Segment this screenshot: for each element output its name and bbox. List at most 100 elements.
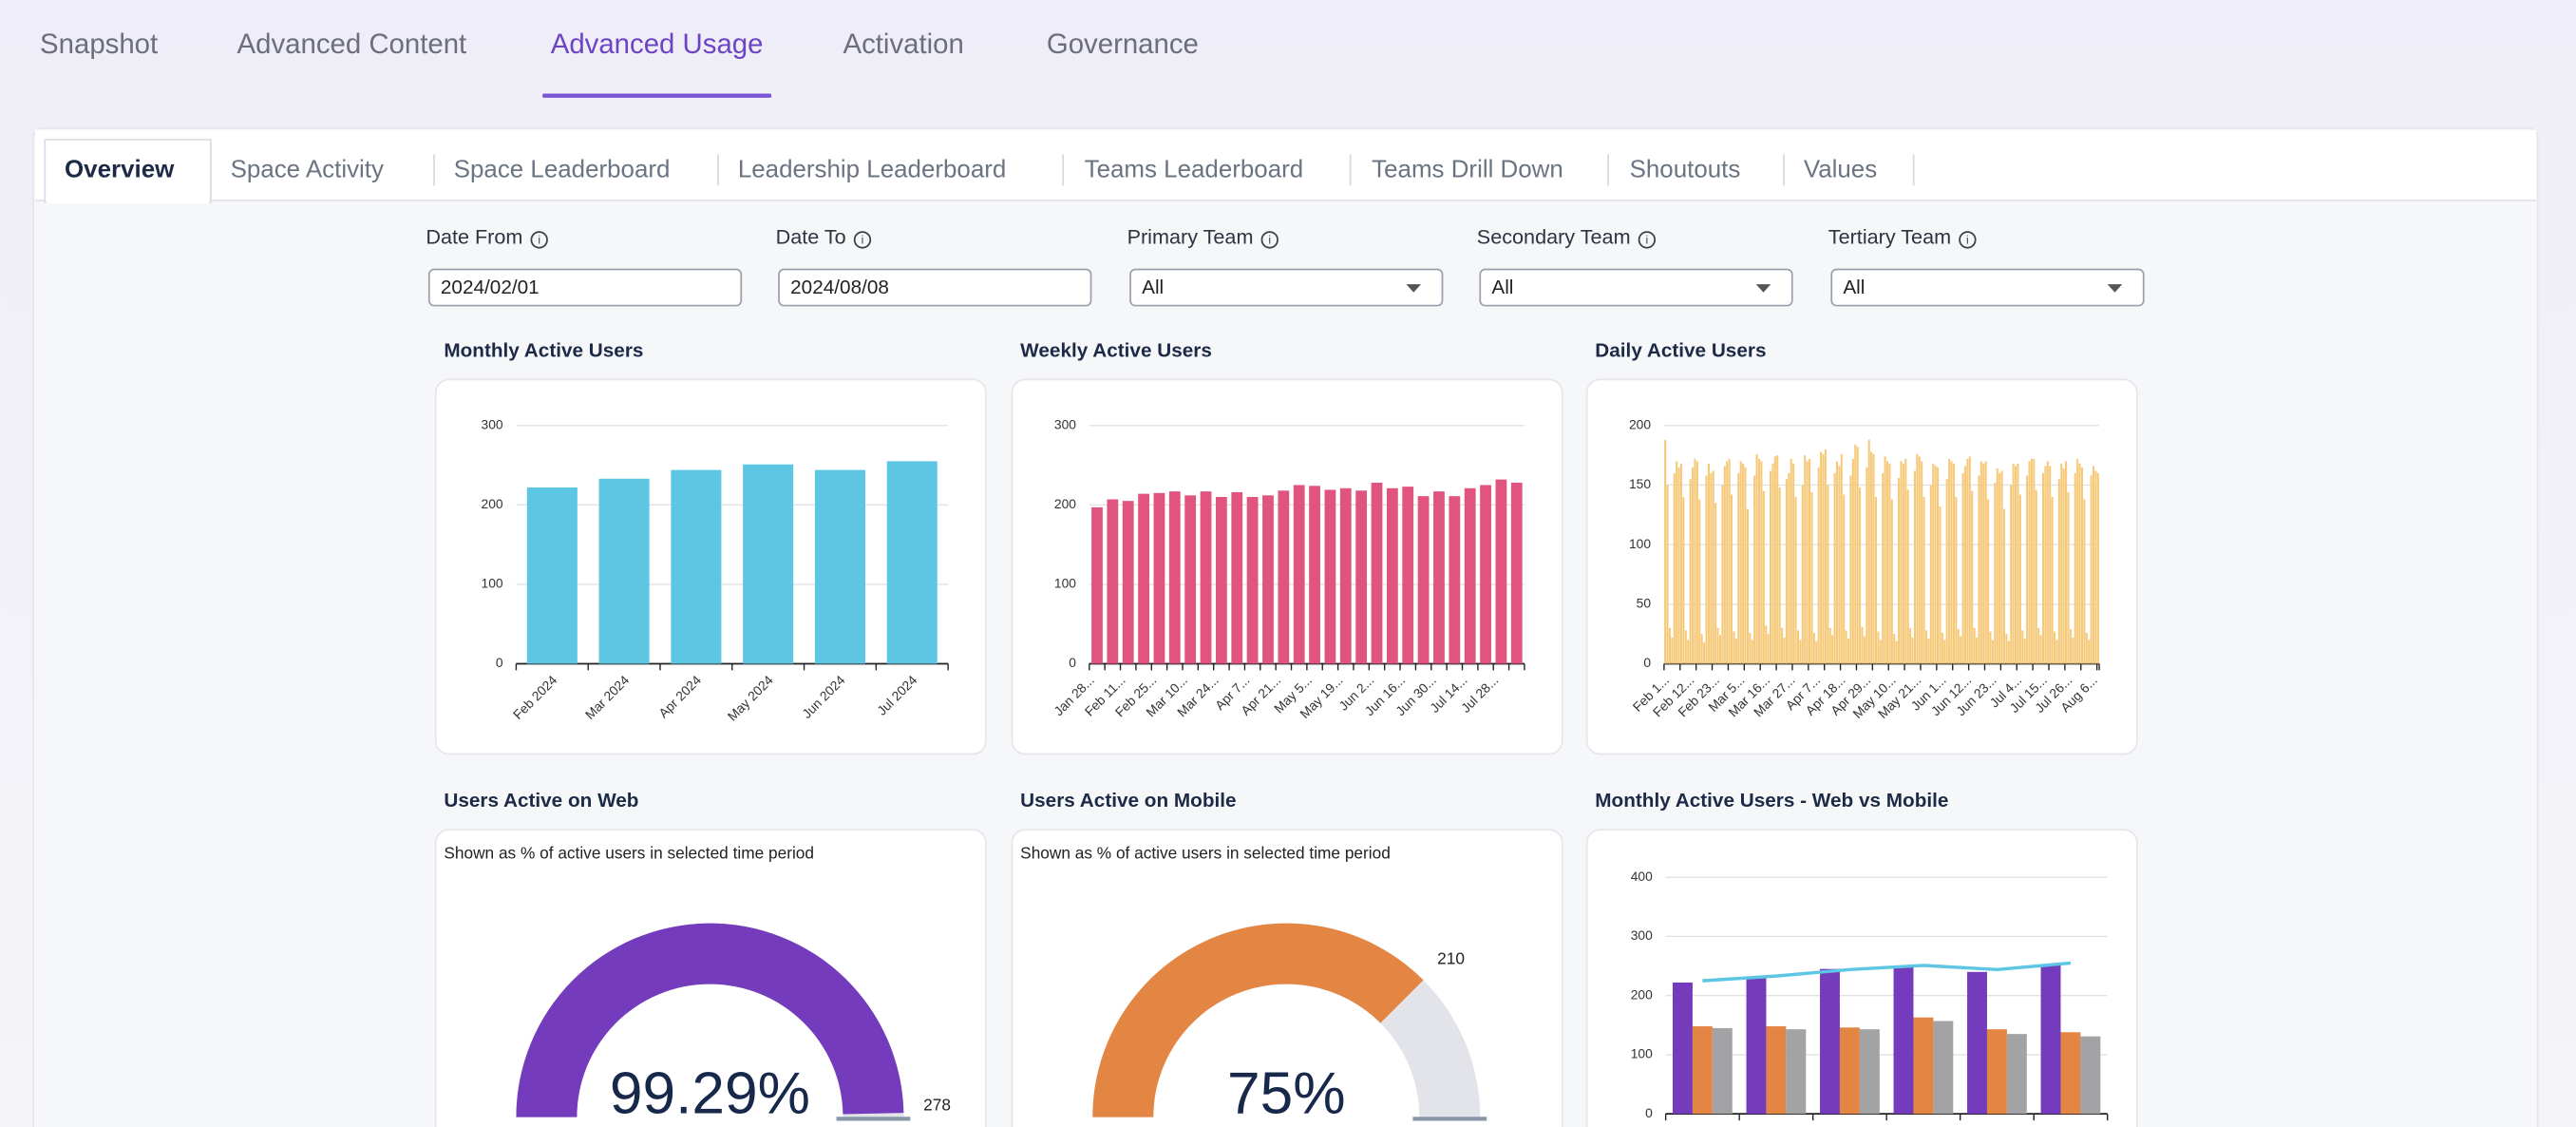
bar	[1792, 463, 1795, 664]
y-tick-label: 0	[496, 655, 503, 670]
bar	[2030, 458, 2033, 664]
bar	[1843, 494, 1846, 664]
bar	[1840, 453, 1843, 664]
subnav-tab[interactable]: Shoutouts	[1630, 157, 1741, 183]
subnav-tab[interactable]: Teams Drill Down	[1372, 157, 1563, 183]
bar	[1278, 490, 1290, 664]
nav-tab[interactable]: Activation	[843, 29, 963, 60]
info-i: i	[1966, 233, 1969, 246]
filter-input[interactable]	[1479, 268, 1793, 307]
bar	[2033, 458, 2036, 664]
bar	[743, 464, 794, 664]
nav-tab[interactable]: Governance	[1047, 29, 1199, 60]
filter-input[interactable]	[1830, 268, 2145, 307]
subnav-tab[interactable]: Values	[1804, 157, 1877, 183]
info-i: i	[538, 233, 540, 246]
subnav-tab[interactable]: Overview	[65, 157, 175, 183]
bar	[1987, 499, 1990, 664]
bar	[1827, 485, 1829, 664]
bar	[2083, 499, 2086, 664]
bar	[1700, 634, 1703, 664]
subnav-tab[interactable]: Leadership Leaderboard	[738, 157, 1006, 183]
bar	[2012, 463, 2015, 664]
bar	[2093, 466, 2095, 664]
chart-title: Daily Active Users	[1595, 339, 1766, 361]
bar	[1968, 456, 1971, 664]
bar	[1107, 499, 1119, 664]
chart-title: Users Active on Mobile	[1020, 790, 1236, 812]
bar	[1955, 496, 1958, 664]
bar	[1948, 458, 1951, 664]
bar	[1744, 467, 1747, 664]
bar	[1760, 461, 1763, 664]
bar	[1433, 491, 1445, 664]
bar	[1971, 490, 1974, 664]
gauge-value-label: 99.29%	[610, 1060, 810, 1126]
bar	[1872, 453, 1875, 664]
bar	[1893, 966, 1914, 1115]
gauge-value	[516, 923, 904, 1117]
bar	[1723, 466, 1726, 664]
y-tick-label: 300	[1054, 416, 1076, 431]
line	[1702, 961, 2072, 983]
bar	[1943, 640, 1946, 664]
dropdown-arrow	[1755, 284, 1771, 293]
bar	[1888, 463, 1891, 664]
subnav-tab[interactable]: Space Activity	[231, 157, 384, 183]
bar	[1866, 467, 1868, 664]
filter-label: Secondary Team	[1477, 224, 1631, 248]
bar	[1757, 458, 1761, 664]
bar	[2055, 640, 2058, 664]
bar	[1684, 630, 1687, 664]
bar	[1668, 627, 1671, 664]
nav-tab[interactable]: Advanced Usage	[551, 29, 764, 60]
bar	[1449, 496, 1461, 664]
bar	[1746, 978, 1767, 1115]
chart-title: Users Active on Web	[444, 790, 638, 812]
bar	[1998, 472, 2001, 664]
bar	[1712, 1027, 1733, 1115]
bar	[1890, 499, 1893, 664]
bar	[1847, 639, 1850, 664]
nav-tab[interactable]: Snapshot	[40, 29, 158, 60]
bar	[1324, 489, 1336, 664]
y-tick-label: 100	[1631, 1046, 1653, 1061]
bar	[1952, 463, 1955, 664]
bar	[2065, 461, 2068, 664]
nav-tab[interactable]: Advanced Content	[237, 29, 467, 60]
bar	[1867, 439, 1870, 664]
bar	[526, 487, 578, 664]
subnav-bar	[34, 129, 2536, 201]
bar	[2049, 466, 2052, 664]
y-tick-label: 150	[1629, 476, 1651, 491]
bar	[1781, 627, 1784, 664]
nav-underline	[542, 93, 772, 98]
bar	[1716, 627, 1719, 664]
bar	[1810, 491, 1813, 664]
bar	[2080, 467, 2083, 664]
y-tick-label: 100	[1629, 536, 1651, 551]
bar	[1710, 472, 1713, 664]
info-icon	[1959, 231, 1977, 249]
y-tick-label: 200	[482, 496, 503, 511]
bar	[2015, 466, 2017, 664]
bar	[2041, 472, 2045, 664]
filter-input[interactable]	[1129, 268, 1444, 307]
bar	[1900, 461, 1903, 664]
subnav-tab[interactable]: Teams Leaderboard	[1085, 157, 1304, 183]
info-icon	[530, 231, 548, 249]
bar	[1153, 492, 1165, 664]
filter-input[interactable]	[427, 268, 743, 307]
bar	[1673, 982, 1693, 1115]
bar	[1854, 444, 1857, 664]
bar	[1246, 496, 1259, 664]
subnav-tab[interactable]: Space Leaderboard	[454, 157, 671, 183]
bar	[1982, 463, 1985, 664]
bar	[1480, 485, 1491, 664]
bar	[1742, 463, 1745, 664]
bar	[1731, 494, 1733, 664]
bar	[2060, 1032, 2081, 1115]
bar	[1961, 472, 1964, 664]
gauge-subtitle: Shown as % of active users in selected t…	[444, 844, 814, 863]
filter-input[interactable]	[778, 268, 1092, 307]
